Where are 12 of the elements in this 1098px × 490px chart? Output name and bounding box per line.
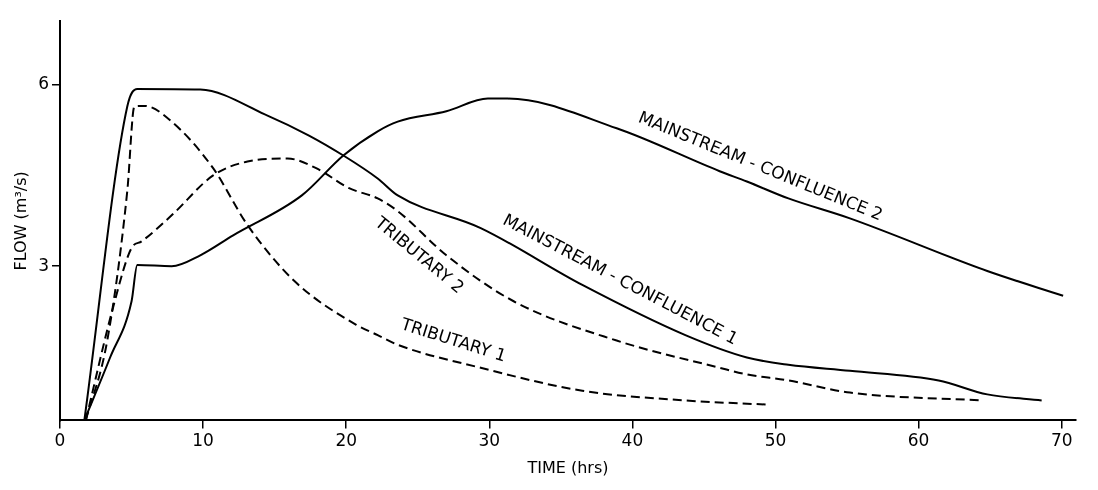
y-tick-label: 6	[38, 73, 50, 94]
x-axis-title: TIME (hrs)	[526, 457, 609, 477]
x-tick-label: 60	[907, 430, 930, 451]
x-tick-label: 0	[54, 430, 66, 451]
x-tick-label: 40	[621, 430, 644, 451]
x-tick-label: 20	[335, 430, 358, 451]
y-tick-label: 3	[38, 254, 50, 275]
x-tick-label: 30	[478, 430, 501, 451]
x-tick-label: 50	[764, 430, 787, 451]
y-axis-title: FLOW (m³/s)	[10, 171, 30, 271]
x-tick-label: 10	[192, 430, 214, 451]
x-tick-label: 70	[1050, 430, 1073, 451]
